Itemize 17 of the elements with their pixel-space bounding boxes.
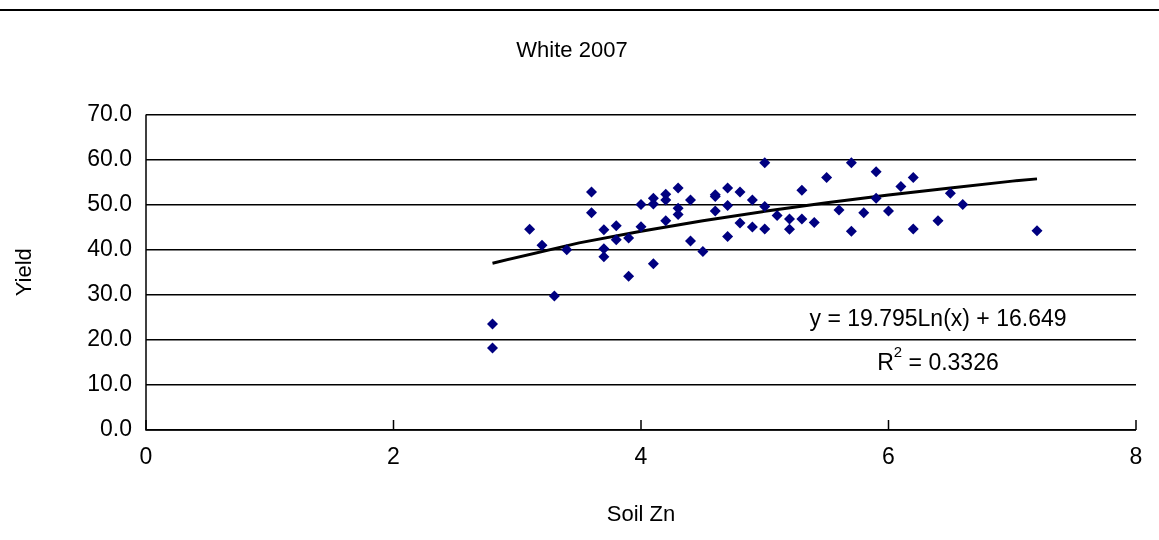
- y-tick-label: 40.0: [87, 235, 132, 261]
- x-tick-label: 0: [139, 443, 153, 470]
- chart-title: White 2007: [516, 37, 628, 63]
- x-axis-title: Soil Zn: [606, 500, 676, 526]
- y-tick-label: 60.0: [87, 144, 132, 171]
- x-tick-label: 4: [634, 443, 648, 470]
- y-tick-label: 50.0: [87, 189, 132, 216]
- y-axis-title: Yield: [11, 248, 37, 297]
- x-tick-label: 6: [882, 443, 895, 470]
- y-tick-label: 10.0: [87, 370, 132, 397]
- y-tick-label: 70.0: [87, 99, 132, 126]
- y-tick-label: 20.0: [87, 325, 132, 352]
- annotation: y = 19.795Ln(x) + 16.649: [809, 304, 1067, 331]
- y-tick-label: 0.0: [100, 415, 132, 442]
- x-tick-label: 2: [387, 443, 400, 470]
- x-tick-label: 8: [1129, 443, 1143, 470]
- y-tick-label: 30.0: [87, 280, 132, 307]
